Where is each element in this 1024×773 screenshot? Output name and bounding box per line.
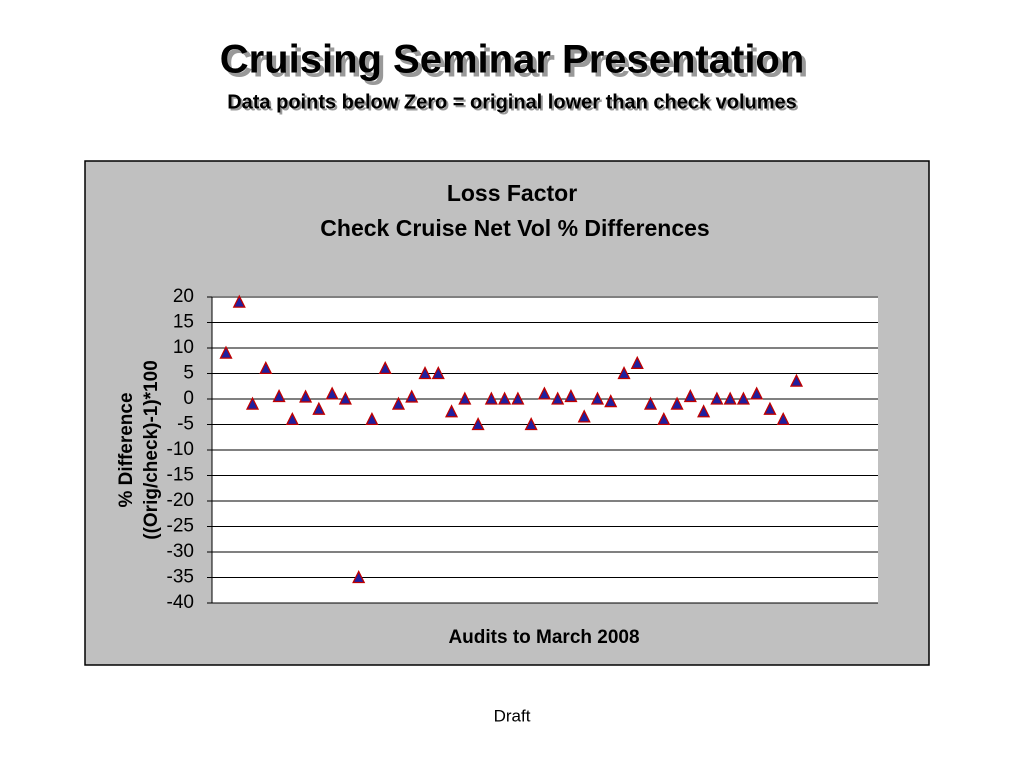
slide-title: Cruising Seminar Presentation xyxy=(220,38,805,82)
marker xyxy=(750,386,764,400)
marker xyxy=(245,396,260,410)
y-tick-label: -10 xyxy=(167,439,194,460)
y-tick-label: -15 xyxy=(167,465,194,486)
marker xyxy=(551,391,565,405)
y-tick-label: -5 xyxy=(177,414,194,435)
marker xyxy=(471,417,485,431)
title-shadow: Cruising Seminar Presentation xyxy=(224,42,809,86)
marker xyxy=(484,391,498,405)
marker xyxy=(352,570,366,584)
marker xyxy=(697,404,711,418)
marker xyxy=(272,388,286,403)
marker xyxy=(710,391,724,405)
marker xyxy=(590,391,605,405)
y-tick-label: -35 xyxy=(167,567,194,588)
marker xyxy=(789,373,804,387)
marker xyxy=(643,396,658,410)
chart-title: Loss Factor xyxy=(447,180,577,206)
marker xyxy=(763,401,777,415)
marker xyxy=(312,401,326,415)
marker xyxy=(338,391,352,405)
marker xyxy=(498,391,512,405)
marker xyxy=(617,366,631,380)
marker xyxy=(511,391,525,405)
marker xyxy=(405,389,419,403)
marker xyxy=(431,366,445,380)
y-tick-label: -30 xyxy=(167,541,194,562)
footer: Draft xyxy=(494,706,531,725)
y-tick-label: -25 xyxy=(167,516,194,537)
marker xyxy=(458,391,472,405)
marker xyxy=(418,366,432,380)
marker xyxy=(325,386,339,400)
marker xyxy=(683,388,697,403)
marker xyxy=(604,394,618,408)
marker xyxy=(285,411,299,426)
chart-title: Check Cruise Net Vol % Differences xyxy=(320,215,709,241)
marker xyxy=(537,386,551,400)
y-axis-label: ((Orig/check)-1)*100 xyxy=(141,360,162,540)
marker xyxy=(299,389,313,403)
marker xyxy=(365,411,379,426)
marker xyxy=(219,345,233,359)
marker xyxy=(564,388,578,403)
subtitle-shadow: Data points below Zero = original lower … xyxy=(229,93,799,115)
marker xyxy=(391,396,406,410)
marker xyxy=(736,391,750,405)
marker xyxy=(524,417,538,431)
marker xyxy=(444,404,459,418)
marker xyxy=(776,411,790,426)
y-tick-label: 15 xyxy=(173,312,194,333)
y-tick-label: 5 xyxy=(183,363,194,384)
y-tick-label: 0 xyxy=(183,388,194,409)
marker xyxy=(259,360,273,375)
y-tick-label: 10 xyxy=(173,337,194,358)
x-axis-label: Audits to March 2008 xyxy=(448,627,639,648)
marker xyxy=(670,396,684,410)
y-tick-label: -40 xyxy=(167,592,194,613)
marker xyxy=(378,360,392,375)
slide-subtitle: Data points below Zero = original lower … xyxy=(227,91,797,113)
marker xyxy=(657,411,671,426)
y-axis-label: % Difference xyxy=(116,392,137,507)
y-tick-label: -20 xyxy=(167,490,194,511)
marker xyxy=(232,294,246,308)
y-tick-label: 20 xyxy=(173,286,194,307)
marker xyxy=(630,355,644,369)
marker xyxy=(723,391,737,405)
marker xyxy=(577,409,591,423)
